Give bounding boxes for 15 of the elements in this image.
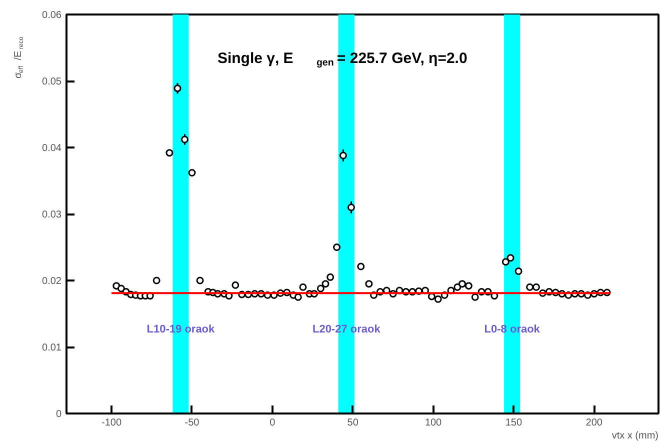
x-tick-label: -100 [102, 418, 122, 428]
y-tick-label: 0.04 [42, 143, 62, 154]
x-axis-title: vtx x (mm) [612, 430, 658, 442]
y-tick-label: 0.05 [42, 76, 62, 88]
y-tick-label: 0.03 [42, 210, 62, 220]
x-tick-label: 0 [270, 418, 276, 428]
y-tick-label: 0.01 [42, 342, 62, 354]
y-tick-label: 0.02 [42, 276, 62, 287]
x-tick-label: 200 [586, 418, 603, 428]
y-tick-label: 0.06 [42, 10, 62, 21]
y-tick-label: 0 [56, 409, 62, 420]
x-tick-label: 50 [347, 418, 359, 428]
x-tick-label: -50 [184, 418, 200, 428]
x-tick-label: 150 [505, 418, 522, 428]
x-tick-label: 100 [424, 418, 442, 428]
